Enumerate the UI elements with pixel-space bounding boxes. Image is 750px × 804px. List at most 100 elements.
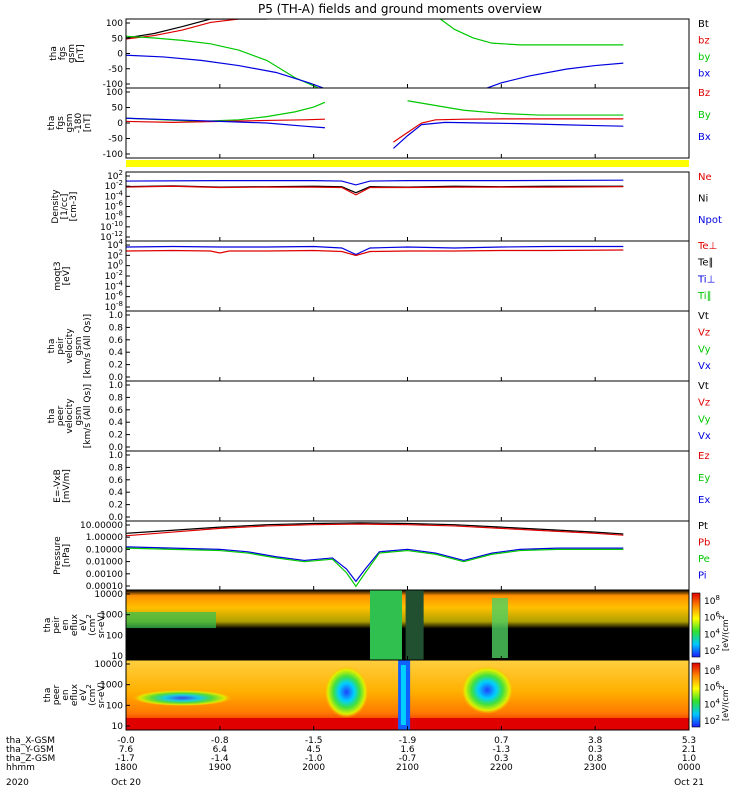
x-row-value: -0.8 [211,736,229,746]
panel-frame [125,310,690,382]
y-axis-label-line: [nT] [83,114,93,132]
legend-entry-Vy: Vy [698,414,711,425]
y-axis-label-line: [nPa] [62,544,72,567]
spectrogram-blob-1 [324,666,369,718]
colorbar-peir-spectrogram [691,592,701,658]
y-tick-label: 100 [106,631,123,641]
colorbar-tick-label: 108 [704,594,720,607]
series-bx [126,54,324,88]
y-axis-label-line: [1/cc] [60,194,70,220]
y-tick-label-exponent: -2 [116,269,123,277]
y-axis-label-line: tha [49,46,59,61]
panel-frame [125,520,690,591]
x-row-value: -0.0 [117,736,135,746]
x-row-value: 1900 [208,763,231,773]
x-date-end: Oct 21 [674,778,704,788]
panel-frame [125,380,690,452]
y-tick-label: 1.00000 [86,533,123,543]
y-axis-label-line: E=-VxB [53,469,63,503]
y-tick-label: 10.00000 [80,521,123,531]
series-By-late [407,100,624,116]
y-tick-label: 0.0 [109,443,124,453]
y-tick-label: 0.2 [109,431,123,441]
x-row-label: tha_X-GSM [6,736,55,746]
y-tick-label: 1000 [100,611,123,621]
y-tick-label: -100 [103,150,124,160]
x-row-value: 1.0 [682,754,697,764]
y-tick-label: -100 [103,80,124,90]
legend-entry-Ti⊥: Ti⊥ [697,274,715,285]
x-row-value: 2300 [584,763,607,773]
panel-frame [125,18,690,89]
y-tick-label: 1.0 [109,451,124,461]
x-row-value: -1.0 [305,754,323,764]
series-Bx [126,117,325,129]
y-tick-label-exponent: -6 [116,290,124,298]
panel-e-field: 1.0 0.8 0.6 0.4 0.2 0.0 E=-VxB [mV/m] Ez Ey Ex [53,450,710,523]
x-row-value: 1800 [115,763,138,773]
y-axis-label-line: sr-eV) [97,682,107,708]
y-tick-label: -50 [108,135,123,145]
legend-entry-Te⊥: Te⊥ [697,241,717,252]
y-tick-label-exponent: 4 [119,238,124,246]
x-row-value: -1.4 [211,754,229,764]
series-Bz-late [393,118,624,143]
legend-entry-bz: bz [698,35,710,46]
legend-entry-Pe: Pe [698,554,710,565]
y-axis-label-line: (cm2 [85,684,98,706]
legend-entry-Ex: Ex [698,495,710,506]
legend-entry-Ni: Ni [698,194,708,205]
legend-entry-Vt: Vt [698,381,709,392]
x-row-value: 5.3 [682,736,696,746]
y-axis-label-line: sr-eV) [97,612,107,638]
y-tick-label: 0.8 [109,393,124,403]
y-axis-label-line: tha [47,409,57,424]
y-tick-label-exponent: 0 [119,259,123,267]
plot-area-peir-spectrogram [126,590,689,660]
spectrogram-band [126,612,216,628]
legend-entry-Bt: Bt [698,19,709,30]
plot-area-peer-spectrogram [126,660,689,730]
panel-peir-velocity: 1.0 0.8 0.6 0.4 0.2 0.0 tha peir velocity gsm [km/… [47,310,711,383]
x-row-value: 2200 [490,763,513,773]
mode-bar-mark [126,160,689,167]
x-year-label: 2020 [6,778,29,788]
y-tick-label-exponent: -8 [116,300,123,308]
y-tick-label-exponent: -8 [116,210,123,218]
colorbar-tick-label-exponent: 8 [715,664,719,672]
series-Pb [126,523,624,537]
y-axis-label-line: eV [79,618,89,631]
colorbar-tick-label-exponent: 6 [715,611,720,619]
spectrogram-stripe-3 [491,598,508,658]
series-Ti⊥ [126,245,624,256]
series-by-late [439,19,624,46]
colorbar-label: [eV/(cm2 [718,685,730,721]
y-tick-label: 1.0 [109,381,124,391]
y-tick-label: 0 [117,50,123,60]
x-row-value: 2.1 [682,745,696,755]
x-row-value: -0.7 [399,754,417,764]
legend-entry-Npot: Npot [698,215,722,226]
spectrogram-dropout-core [400,665,406,725]
y-tick-label: 50 [112,104,124,114]
y-axis-label-line: [cm-3] [69,192,79,222]
y-tick-label-exponent: -2 [116,179,123,187]
y-tick-label: 0.01000 [86,558,123,568]
y-tick-label-exponent: -10 [112,220,123,228]
legend-entry-Bz: Bz [698,88,710,99]
colorbar-tick-label-exponent: 8 [715,594,719,602]
y-axis-label-line: [mV/m] [62,469,72,503]
plot-area-pressure [126,522,624,588]
x-row-value: 6.4 [213,745,228,755]
y-tick-label: 0.6 [109,406,124,416]
panel-fgs: 100 50 0 -50 -100 tha fgs gsm [nT] Bt bz by bx [49,18,710,90]
y-axis-label-line: -180 [74,113,84,134]
y-tick-label: 0.0 [109,373,124,383]
legend-entry-Ez: Ez [698,451,710,462]
y-tick-label: 100 [106,701,123,711]
